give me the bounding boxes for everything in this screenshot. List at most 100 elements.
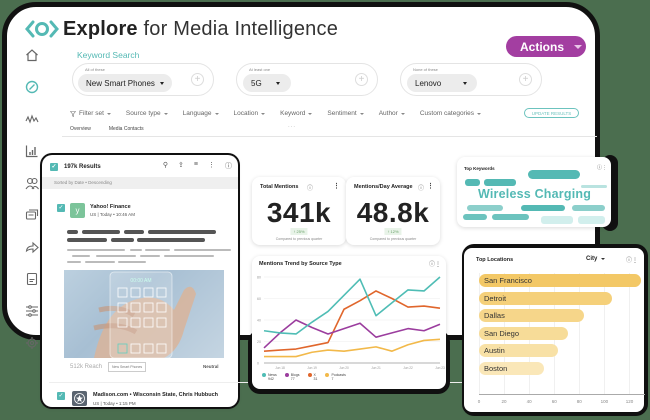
snippet-placeholder [72,255,90,257]
legend-total: 31 [313,377,318,382]
info-icon[interactable]: ⓘ [225,163,232,170]
sidebar-item-messages[interactable] [22,205,42,225]
keyword-pill[interactable] [467,205,503,211]
x-tick-label: 20 [501,399,507,404]
location-bar[interactable]: Dallas [479,309,585,322]
info-icon[interactable]: ⓘ [428,262,435,268]
results-header: ✓ 197k Results [50,161,230,173]
filter-keyword[interactable]: Keyword [280,110,313,117]
keyword-pill[interactable] [484,179,516,186]
legend-news[interactable]: News 942 [262,373,277,381]
location-bar[interactable]: Detroit [479,291,612,305]
filter-location[interactable]: Location [234,110,266,117]
keyword-chip[interactable]: Lenovo [407,74,477,92]
keyword-pill[interactable] [578,216,605,224]
keyword-pill[interactable] [492,214,529,220]
result-checkbox[interactable]: ✓ [57,204,65,212]
more-icon[interactable]: ⋮ [602,165,607,171]
trend-line-chart[interactable]: 0 20 40 60 80 Jun 18 Jun 19 Jun 20 Jun 21 Jun 22 J… [252,256,446,373]
sidebar-item-home[interactable] [22,45,42,65]
legend-podcasts[interactable]: Podcasts 7 [325,373,346,381]
filter-bar: Filter set Source type Language Location… [70,110,496,117]
location-bar[interactable]: San Francisco [479,274,641,287]
keyword-pill[interactable] [463,214,487,220]
info-icon[interactable]: ⓘ [307,186,314,192]
article-image[interactable]: 00:00 AM [64,270,224,358]
export-icon[interactable]: ⇪ [178,162,184,169]
search-icon[interactable]: ⚲ [162,162,169,169]
keyword-pill[interactable] [581,185,607,188]
series-line-podcasts[interactable] [264,338,441,358]
keyword-pill[interactable] [465,179,480,186]
filter-language[interactable]: Language [183,110,219,117]
more-icon[interactable]: ⋮ [632,258,638,264]
select-all-checkbox[interactable]: ✓ [50,163,58,171]
keyword-pill[interactable] [528,170,580,179]
more-icon[interactable]: ⋮ [333,183,340,190]
sidebar-item-analytics[interactable] [22,141,42,161]
keyword-tag[interactable]: New Smart Phones [108,362,147,372]
update-results-button[interactable]: UPDATE RESULTS [524,108,579,118]
keyword-pill[interactable] [521,205,565,211]
pulse-icon [25,114,39,124]
sidebar-item-filters[interactable] [22,301,42,321]
hand-phone-illustration: 00:00 AM [93,271,196,358]
snippet-placeholder [164,255,214,257]
funnel-icon [70,110,76,117]
tab-media-contacts[interactable]: Media Contacts [108,126,144,132]
add-keyword-button[interactable]: + [191,73,204,86]
more-icon[interactable]: ⋮ [208,162,215,169]
info-icon[interactable]: ⓘ [418,186,425,192]
source-name[interactable]: Madison.com • Wisconsin State, Chris Hub… [93,392,219,398]
chevron-down-icon [275,81,280,85]
sidebar-item-settings[interactable] [22,333,42,353]
legend-x[interactable]: X 31 [307,373,318,382]
sidebar-item-share[interactable] [22,237,42,257]
sidebar-item-explore[interactable] [22,77,42,97]
filter-custom-categories[interactable]: Custom categories [420,110,482,117]
source-name[interactable]: Yahoo! Finance [90,204,131,210]
svg-text:Jun 21: Jun 21 [371,366,381,370]
location-bar[interactable]: Austin [479,344,558,357]
x-tick-label: 120 [625,399,634,404]
results-count: 197k Results [64,164,101,170]
series-line-x[interactable] [263,290,441,352]
chart-title: Mentions Trend by Source Type [259,261,342,267]
series-line-blogs[interactable] [263,319,441,349]
location-bar[interactable]: San Diego [479,326,569,340]
location-bar[interactable]: Boston [479,361,545,375]
top-keyword[interactable]: Wireless Charging [478,187,592,201]
sort-icon[interactable]: ≡ [193,161,198,168]
keyword-chip[interactable]: New Smart Phones [78,74,172,92]
keyword-chip[interactable]: 5G [243,74,291,92]
sentiment-label[interactable]: Neutral [203,364,219,369]
actions-button[interactable]: Actions [506,36,586,57]
info-icon[interactable]: ⓘ [625,258,632,264]
actions-label: Actions [520,39,565,54]
sidebar-item-contacts[interactable] [22,173,42,193]
add-keyword-button[interactable]: + [519,73,532,86]
sidebar-item-reports[interactable] [22,269,42,289]
legend-blogs[interactable]: Blogs 77 [284,373,300,381]
add-keyword-button[interactable]: + [355,73,368,86]
snippet-placeholder [145,249,170,251]
chevron-down-icon [261,112,266,115]
more-icon[interactable]: ⋮ [427,183,434,190]
filter-sentiment[interactable]: Sentiment [327,110,364,117]
more-icon[interactable]: ⋮ [435,262,441,268]
filter-set-dropdown[interactable]: Filter set [70,110,111,117]
keyword-pill[interactable] [541,216,573,224]
result-checkbox[interactable]: ✓ [57,392,65,400]
svg-text:Jun 18: Jun 18 [275,366,285,370]
keyword-pill[interactable] [572,205,605,211]
sidebar-item-pulse[interactable] [22,109,42,129]
filter-source-type[interactable]: Source type [126,110,168,117]
app-title: Explore for Media Intelligence [63,18,338,41]
info-icon[interactable]: ⓘ [596,165,602,171]
series-line-news[interactable] [263,276,441,335]
legend-label: X [313,373,316,377]
more-filters-button[interactable]: ... [288,123,297,129]
top-locations-card: Top Locations City ⓘ⋮ San Francisco Detro… [464,248,645,412]
filter-author[interactable]: Author [379,110,405,117]
dimension-dropdown[interactable]: City [586,256,606,262]
